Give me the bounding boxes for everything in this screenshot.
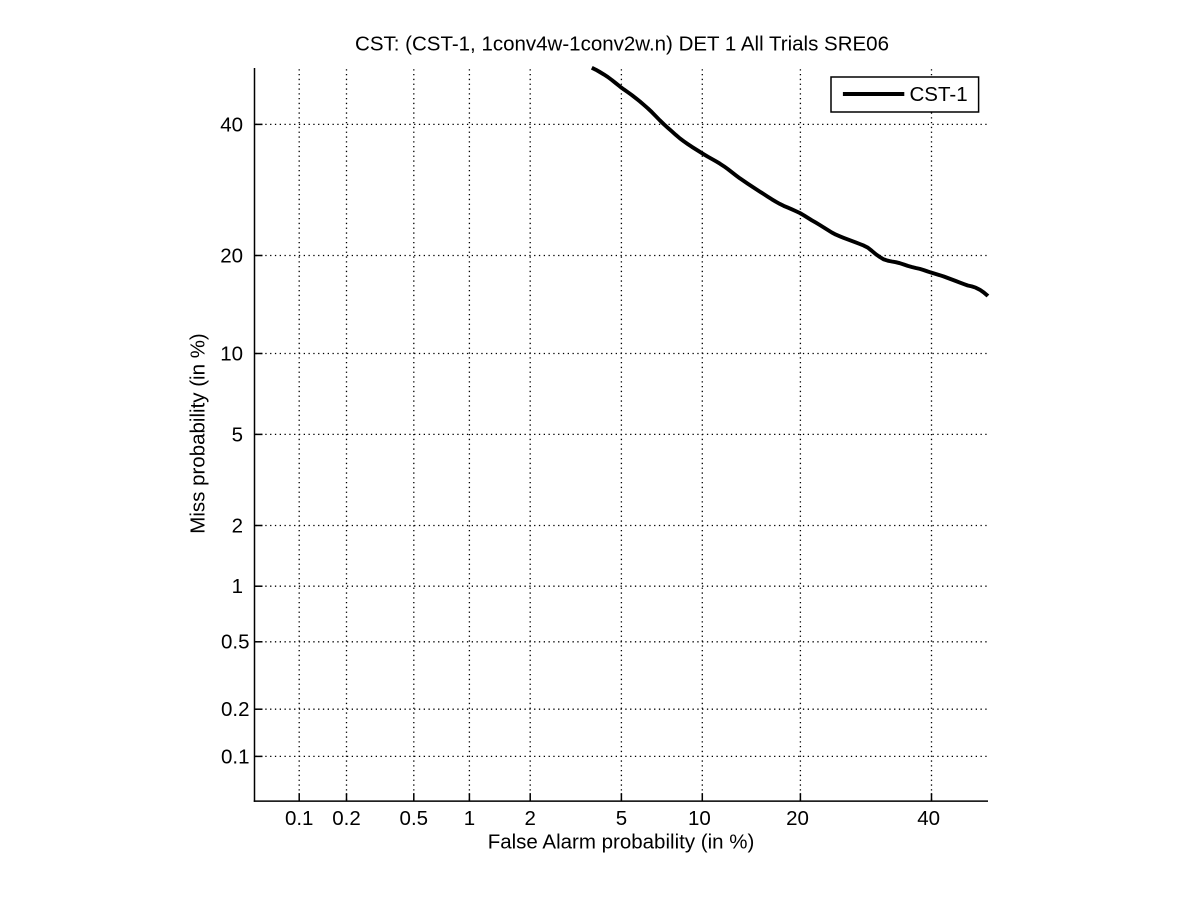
svg-text:5: 5 xyxy=(232,423,243,446)
svg-text:0.5: 0.5 xyxy=(221,631,250,654)
svg-text:20: 20 xyxy=(220,244,243,267)
svg-text:0.1: 0.1 xyxy=(285,807,314,830)
svg-text:CST: (CST-1, 1conv4w-1conv2w.n: CST: (CST-1, 1conv4w-1conv2w.n) DET 1 Al… xyxy=(355,32,889,55)
svg-text:0.2: 0.2 xyxy=(221,698,250,721)
svg-text:2: 2 xyxy=(232,514,243,537)
svg-text:10: 10 xyxy=(688,807,711,830)
svg-text:40: 40 xyxy=(917,807,940,830)
svg-text:1: 1 xyxy=(464,807,475,830)
svg-text:5: 5 xyxy=(616,807,627,830)
svg-text:2: 2 xyxy=(524,807,535,830)
svg-text:10: 10 xyxy=(220,342,243,365)
svg-text:CST-1: CST-1 xyxy=(910,83,968,106)
svg-text:False Alarm probability (in %): False Alarm probability (in %) xyxy=(488,831,755,854)
svg-text:0.5: 0.5 xyxy=(400,807,429,830)
svg-text:0.2: 0.2 xyxy=(332,807,361,830)
svg-text:0.1: 0.1 xyxy=(221,745,250,768)
svg-text:Miss probability (in %): Miss probability (in %) xyxy=(187,333,210,534)
svg-text:20: 20 xyxy=(786,807,809,830)
svg-text:1: 1 xyxy=(232,575,243,598)
svg-text:40: 40 xyxy=(220,113,243,136)
